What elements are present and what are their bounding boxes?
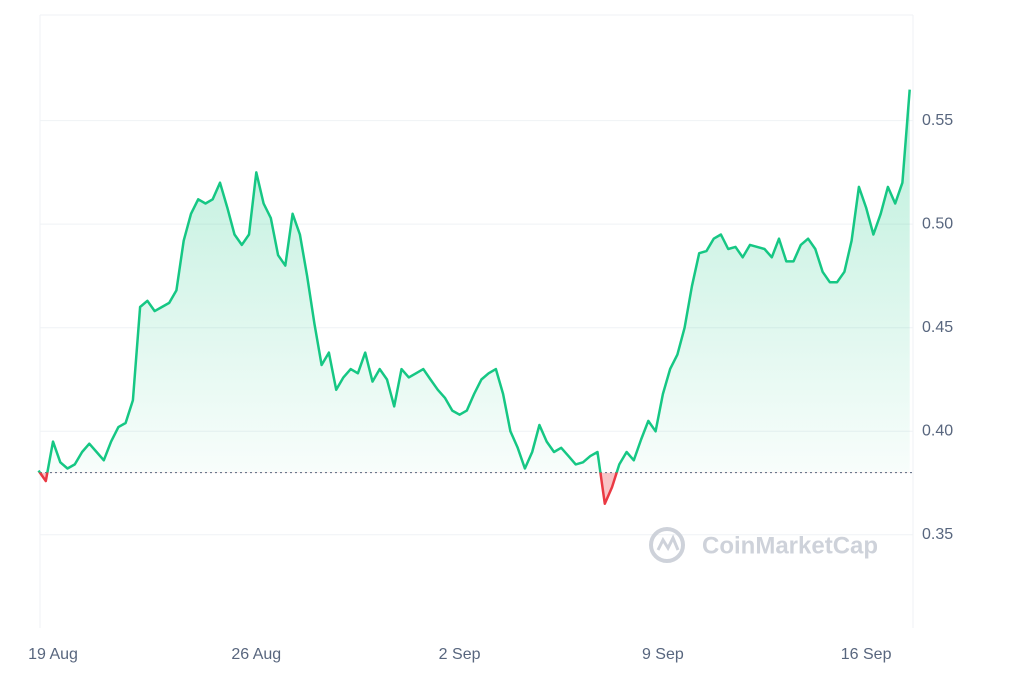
watermark-text: CoinMarketCap — [702, 532, 878, 559]
y-tick-label: 0.45 — [922, 319, 953, 336]
price-line — [37, 89, 911, 505]
price-area — [38, 89, 910, 504]
watermark-logo — [656, 534, 680, 552]
x-tick-label: 19 Aug — [28, 646, 78, 663]
x-tick-label: 16 Sep — [841, 646, 892, 663]
watermark-logo — [649, 527, 685, 563]
x-tick-label: 9 Sep — [642, 646, 684, 663]
x-tick-label: 2 Sep — [439, 646, 481, 663]
x-tick-label: 26 Aug — [231, 646, 281, 663]
y-tick-label: 0.40 — [922, 422, 953, 439]
y-tick-label: 0.35 — [922, 526, 953, 543]
y-tick-label: 0.50 — [922, 215, 953, 232]
watermark: CoinMarketCap — [649, 527, 878, 563]
y-tick-label: 0.55 — [922, 112, 953, 129]
